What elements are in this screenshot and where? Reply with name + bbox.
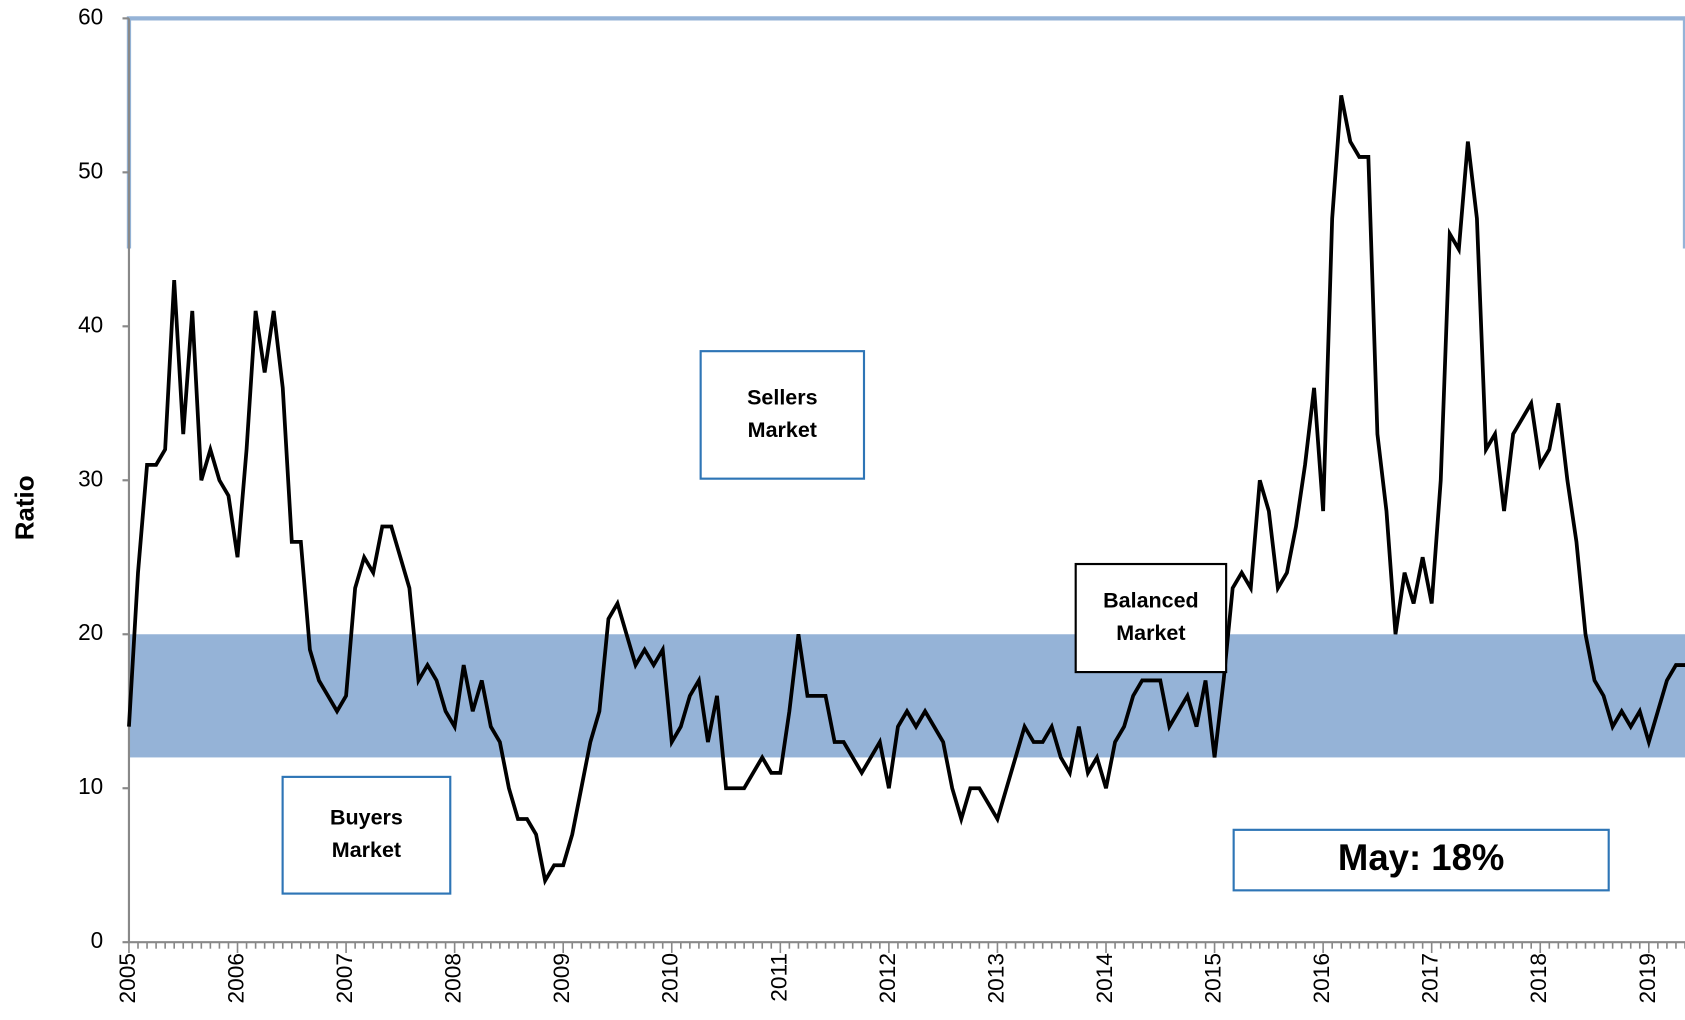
annotation-text: Sellers (747, 384, 818, 409)
y-tick-label: 40 (78, 312, 103, 337)
y-tick-label: 60 (78, 4, 103, 29)
x-tick-label: 2013 (983, 953, 1008, 1003)
x-tick-label: 2016 (1309, 953, 1334, 1003)
annotation-text: May: 18% (1338, 837, 1504, 878)
x-tick-label: 2014 (1092, 953, 1117, 1003)
y-tick-label: 10 (78, 774, 103, 799)
x-tick-label: 2009 (549, 953, 574, 1003)
annotation-text: Market (1116, 620, 1185, 645)
balanced-band (128, 634, 1685, 758)
x-tick-label: 2017 (1418, 953, 1443, 1003)
annotation-box (1232, 828, 1610, 892)
annotation-text: Buyers (330, 805, 403, 830)
annotation-text: Balanced (1103, 587, 1199, 612)
y-tick-label: 50 (78, 158, 103, 183)
annotation-box (281, 775, 452, 895)
x-tick-label: 2007 (332, 953, 357, 1003)
x-tick-label: 2008 (441, 953, 466, 1003)
band-layer (128, 634, 1685, 758)
x-tick-label: 2005 (115, 953, 140, 1003)
y-tick-label: 30 (78, 466, 103, 491)
annotation-text: Market (748, 417, 817, 442)
x-tick-label: 2010 (658, 953, 683, 1003)
y-tick-label: 20 (78, 620, 103, 645)
x-tick-label: 2019 (1635, 953, 1660, 1003)
x-tick-label: 2011 (766, 953, 791, 1002)
x-tick-label: 2018 (1526, 953, 1551, 1003)
x-tick-label: 2015 (1201, 953, 1226, 1003)
x-tick-label: 2006 (224, 953, 249, 1003)
annotation-box (1074, 562, 1228, 674)
annotation-text: Market (332, 837, 401, 862)
y-axis-title: Ratio (12, 475, 40, 540)
data-line (127, 94, 1685, 886)
x-tick-label: 2012 (875, 953, 900, 1003)
annotation-box (699, 350, 866, 480)
y-tick-label: 0 (91, 928, 104, 953)
